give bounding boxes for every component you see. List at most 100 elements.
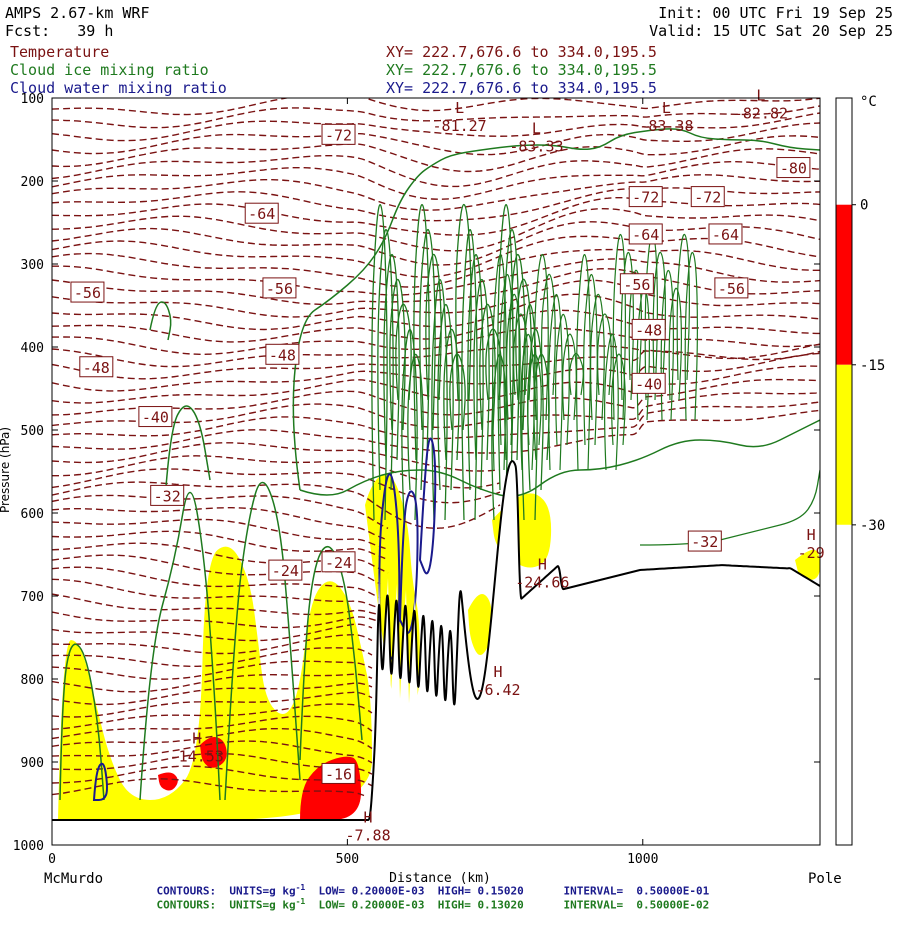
ice-contour	[513, 313, 528, 396]
temperature-contour	[52, 715, 373, 740]
temperature-label-box	[628, 223, 663, 245]
temperature-contour	[52, 378, 820, 416]
footer-ice-high: HIGH= 0.13020	[437, 898, 524, 912]
temperature-contour	[52, 530, 389, 561]
temperature-contour	[52, 691, 373, 718]
footer-water-low: LOW= 0.20000E-03	[318, 884, 425, 898]
temperature-label: -16	[325, 765, 352, 783]
footer-ice-units-exp: -1	[295, 897, 306, 906]
ice-contour	[449, 353, 466, 431]
temperature-contour	[52, 611, 381, 629]
cross-section-plot: -72 -64 -56 -56 -48 -48 -40 -32 -24 -24 -16 -80 -72 -…	[0, 86, 885, 887]
y-tick-label: 800	[21, 673, 44, 688]
temperature-label: -24	[272, 562, 299, 580]
x-tick-label: 1000	[627, 852, 658, 867]
ice-contour	[719, 469, 820, 541]
temperature-contour	[52, 494, 389, 530]
temperature-label: -48	[635, 321, 662, 339]
temperature-label: -48	[269, 346, 296, 364]
temperature-label-box	[79, 356, 114, 378]
temperature-contour	[52, 160, 820, 200]
ice-contour	[684, 251, 698, 421]
ice-contour	[292, 128, 820, 491]
temperature-label-box	[70, 281, 105, 303]
footer-ice-units: UNITS=g kg	[229, 898, 296, 912]
footer-ice-interval: INTERVAL= 0.50000E-02	[563, 898, 710, 912]
pressure-axis: 100 200 300 400 500 600 700 800 900 1000	[13, 92, 820, 854]
ice-contour	[443, 328, 460, 461]
forecast-hour: Fcst: 39 h	[5, 22, 114, 40]
ice-contour	[461, 229, 478, 521]
footer-water-high: HIGH= 0.15020	[437, 884, 524, 898]
temperature-contour	[52, 344, 820, 368]
y-tick-label: 600	[21, 507, 44, 522]
y-tick-label: 200	[21, 175, 44, 190]
model-title: AMPS 2.67-km WRF	[5, 4, 150, 22]
ice-contour	[485, 328, 502, 401]
extremum-marker: H	[807, 526, 816, 544]
ice-contour	[506, 293, 521, 421]
ice-contour	[611, 353, 626, 446]
temperature-label: -64	[248, 205, 275, 223]
ice-contour	[467, 254, 484, 491]
ice-contour	[139, 492, 221, 801]
ice-contour	[383, 253, 400, 461]
ice-contour	[612, 233, 626, 421]
temperature-contour	[52, 187, 820, 222]
y-tick-label: 1000	[13, 839, 44, 854]
temperature-contour	[52, 207, 820, 252]
temperature-label: -24	[325, 554, 352, 572]
field-water-xy: XY= 222.7,676.6 to 334.0,195.5	[386, 79, 657, 97]
temperature-label-box	[708, 223, 743, 245]
footer-water-interval: INTERVAL= 0.50000E-01	[563, 884, 710, 898]
temperature-contour	[52, 481, 501, 529]
temperature-contour	[52, 221, 820, 266]
colorbar-band	[836, 98, 852, 205]
temperature-label: -40	[142, 409, 169, 427]
temperature-contour	[52, 135, 820, 173]
y-tick-label: 400	[21, 341, 44, 356]
x-axis-label: Distance (km)	[389, 871, 491, 886]
temperature-contour	[52, 506, 389, 541]
ice-contour	[431, 279, 448, 521]
temperature-label-box	[714, 277, 749, 299]
extremum-marker: H	[494, 663, 503, 681]
temperature-label: -64	[632, 226, 659, 244]
ice-contour	[407, 353, 424, 491]
temperature-contour	[52, 633, 373, 655]
temperature-label-box	[321, 762, 356, 784]
temperature-contour	[52, 673, 373, 693]
footer-water-line: CONTOURS: UNITS=g kg-1 LOW= 0.20000E-03 …	[130, 868, 710, 911]
temperature-contour	[52, 98, 820, 116]
footer-ice-line: CONTOURS: UNITS=g kg-1 LOW= 0.20000E-03 …	[130, 882, 710, 925]
ice-contour	[401, 328, 418, 521]
temperature-contour	[52, 752, 373, 775]
temperature-label-box	[321, 123, 356, 145]
colorbar-tick-label: 0	[860, 198, 868, 214]
footer-water-label: CONTOURS:	[156, 884, 217, 898]
y-tick-label: 900	[21, 756, 44, 771]
temperature-label-box	[776, 157, 811, 179]
temperature-label: -32	[691, 533, 718, 551]
ice-contour	[534, 253, 549, 421]
ice-contour	[371, 204, 388, 521]
temperature-contour	[52, 122, 820, 156]
temperature-label: -72	[632, 189, 659, 207]
temperature-label: -56	[623, 276, 650, 294]
temperature-contour	[52, 343, 820, 380]
ice-contour	[620, 251, 634, 401]
water-contour	[418, 437, 437, 575]
ice-contour	[541, 273, 556, 396]
temperature-label: -56	[718, 280, 745, 298]
temperature-contours	[52, 98, 820, 797]
temperature-contour	[52, 647, 373, 668]
temperature-label: -40	[635, 375, 662, 393]
extremum-marker: H	[538, 555, 547, 573]
ice-contour	[413, 204, 430, 461]
temperature-contour	[52, 392, 820, 429]
y-tick-label: 100	[21, 92, 44, 107]
contour-labels: -72 -64 -56 -56 -48 -48 -40 -32 -24 -24 -16 -80 -72 -…	[70, 86, 825, 844]
temperature-label-box	[619, 273, 654, 295]
temperature-contour	[52, 327, 820, 356]
temperature-contour	[52, 703, 373, 730]
